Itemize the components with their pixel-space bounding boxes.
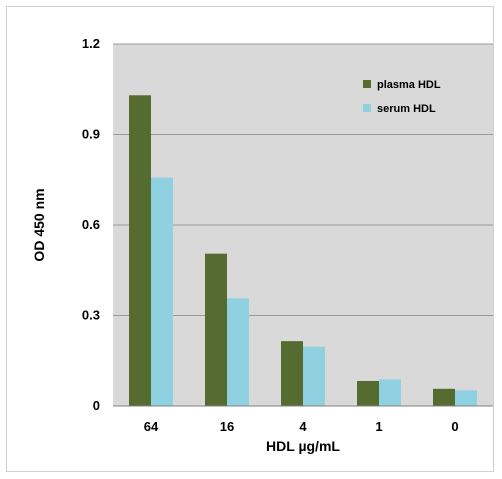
bar-plasma-4 bbox=[281, 341, 303, 406]
y-tick-label: 1.2 bbox=[82, 36, 100, 51]
bars bbox=[129, 95, 477, 407]
bar-serum-1 bbox=[379, 379, 401, 406]
x-tick-label: 4 bbox=[299, 419, 307, 434]
y-tick-label: 0.9 bbox=[82, 127, 100, 142]
legend-swatch bbox=[363, 104, 371, 112]
x-axis-ticks: 64 16 4 1 0 bbox=[144, 419, 459, 434]
bar-plasma-1 bbox=[357, 380, 379, 406]
legend-swatch bbox=[363, 80, 371, 88]
gridlines bbox=[113, 43, 493, 316]
bar-serum-16 bbox=[227, 298, 249, 406]
y-tick-label: 0 bbox=[93, 398, 100, 413]
x-axis-title: HDL µg/mL bbox=[266, 438, 340, 454]
bar-plasma-16 bbox=[205, 253, 227, 406]
legend: plasma HDL serum HDL bbox=[363, 79, 441, 115]
x-tick-label: 1 bbox=[375, 419, 382, 434]
x-tick-label: 0 bbox=[451, 419, 458, 434]
bar-serum-0 bbox=[455, 390, 477, 406]
bar-plasma-0 bbox=[433, 388, 455, 406]
legend-label: serum HDL bbox=[377, 103, 436, 115]
legend-label: plasma HDL bbox=[377, 79, 441, 91]
y-axis-title: OD 450 nm bbox=[31, 188, 47, 261]
y-tick-label: 0.6 bbox=[82, 217, 100, 232]
y-tick-label: 0.3 bbox=[82, 308, 100, 323]
y-axis-ticks: 0 0.3 0.6 0.9 1.2 bbox=[82, 36, 100, 413]
x-tick-label: 64 bbox=[144, 419, 159, 434]
bar-plasma-64 bbox=[129, 95, 151, 407]
bar-serum-64 bbox=[151, 177, 173, 406]
bar-serum-4 bbox=[303, 346, 325, 406]
x-tick-label: 16 bbox=[220, 419, 234, 434]
